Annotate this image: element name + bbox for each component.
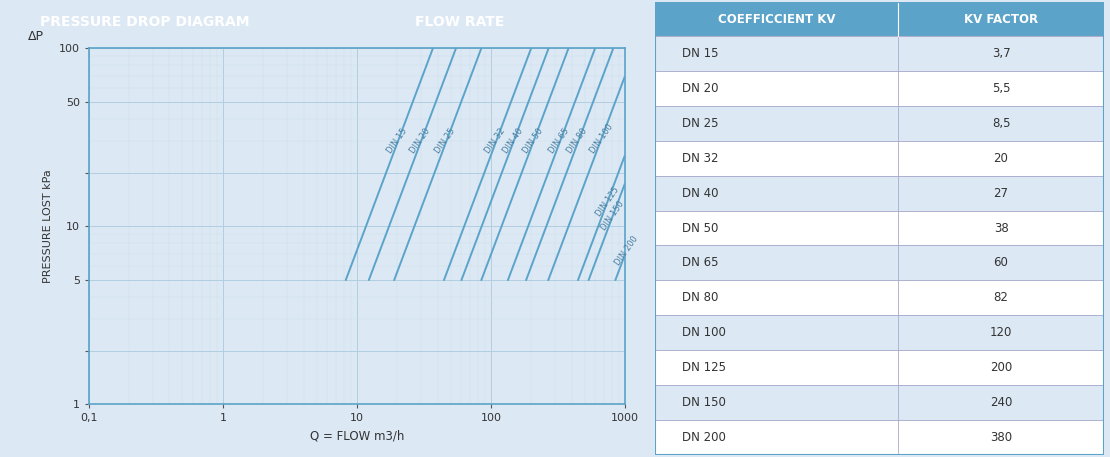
Text: KV FACTOR: KV FACTOR — [963, 13, 1038, 26]
Text: 120: 120 — [990, 326, 1012, 339]
Text: DN 65: DN 65 — [682, 256, 718, 270]
Text: FLOW RATE: FLOW RATE — [415, 15, 504, 29]
Bar — [655, 2, 1104, 36]
Text: DN 32: DN 32 — [682, 152, 718, 165]
Bar — [655, 36, 1104, 71]
Text: 8,5: 8,5 — [992, 117, 1010, 130]
Bar — [655, 141, 1104, 176]
Text: DN 200: DN 200 — [682, 431, 726, 444]
Text: PRESSURE DROP DIAGRAM: PRESSURE DROP DIAGRAM — [40, 15, 249, 29]
Bar — [655, 315, 1104, 350]
Text: 3,7: 3,7 — [991, 47, 1010, 60]
Text: DIN 32: DIN 32 — [484, 127, 507, 155]
Text: COEFFICCIENT KV: COEFFICCIENT KV — [717, 13, 835, 26]
Bar — [655, 280, 1104, 315]
Bar — [655, 385, 1104, 420]
Text: 38: 38 — [993, 222, 1008, 234]
Text: DN 125: DN 125 — [682, 361, 726, 374]
Text: DIN 200: DIN 200 — [613, 234, 639, 267]
Bar — [655, 350, 1104, 385]
Text: DIN 80: DIN 80 — [566, 127, 589, 155]
Text: DIN 40: DIN 40 — [501, 127, 525, 155]
Bar — [655, 176, 1104, 211]
Text: DIN 150: DIN 150 — [599, 199, 626, 232]
Text: ΔP: ΔP — [28, 31, 43, 43]
Text: DN 150: DN 150 — [682, 396, 726, 409]
Text: DN 80: DN 80 — [682, 291, 718, 304]
Y-axis label: PRESSURE LOST kPa: PRESSURE LOST kPa — [43, 170, 53, 283]
Text: 27: 27 — [993, 186, 1009, 200]
Bar — [655, 245, 1104, 280]
Text: DN 25: DN 25 — [682, 117, 718, 130]
Text: 60: 60 — [993, 256, 1009, 270]
Text: DIN 25: DIN 25 — [434, 127, 457, 155]
Text: DIN 65: DIN 65 — [547, 127, 572, 155]
Text: DN 50: DN 50 — [682, 222, 718, 234]
Bar — [655, 211, 1104, 245]
Text: 5,5: 5,5 — [992, 82, 1010, 95]
Text: DN 15: DN 15 — [682, 47, 718, 60]
Text: DIN 125: DIN 125 — [594, 185, 620, 218]
Bar — [655, 71, 1104, 106]
Text: DIN 15: DIN 15 — [385, 127, 408, 155]
Text: 240: 240 — [990, 396, 1012, 409]
Text: 82: 82 — [993, 291, 1009, 304]
Text: 200: 200 — [990, 361, 1012, 374]
Bar — [655, 106, 1104, 141]
Text: DN 20: DN 20 — [682, 82, 718, 95]
Text: 380: 380 — [990, 431, 1012, 444]
X-axis label: Q = FLOW m3/h: Q = FLOW m3/h — [310, 429, 404, 442]
Bar — [655, 420, 1104, 455]
Text: DIN 50: DIN 50 — [521, 127, 545, 155]
Text: DN 40: DN 40 — [682, 186, 718, 200]
Text: DN 100: DN 100 — [682, 326, 726, 339]
Text: 20: 20 — [993, 152, 1009, 165]
Text: DIN 20: DIN 20 — [408, 127, 432, 155]
Text: DIN 100: DIN 100 — [588, 122, 615, 155]
